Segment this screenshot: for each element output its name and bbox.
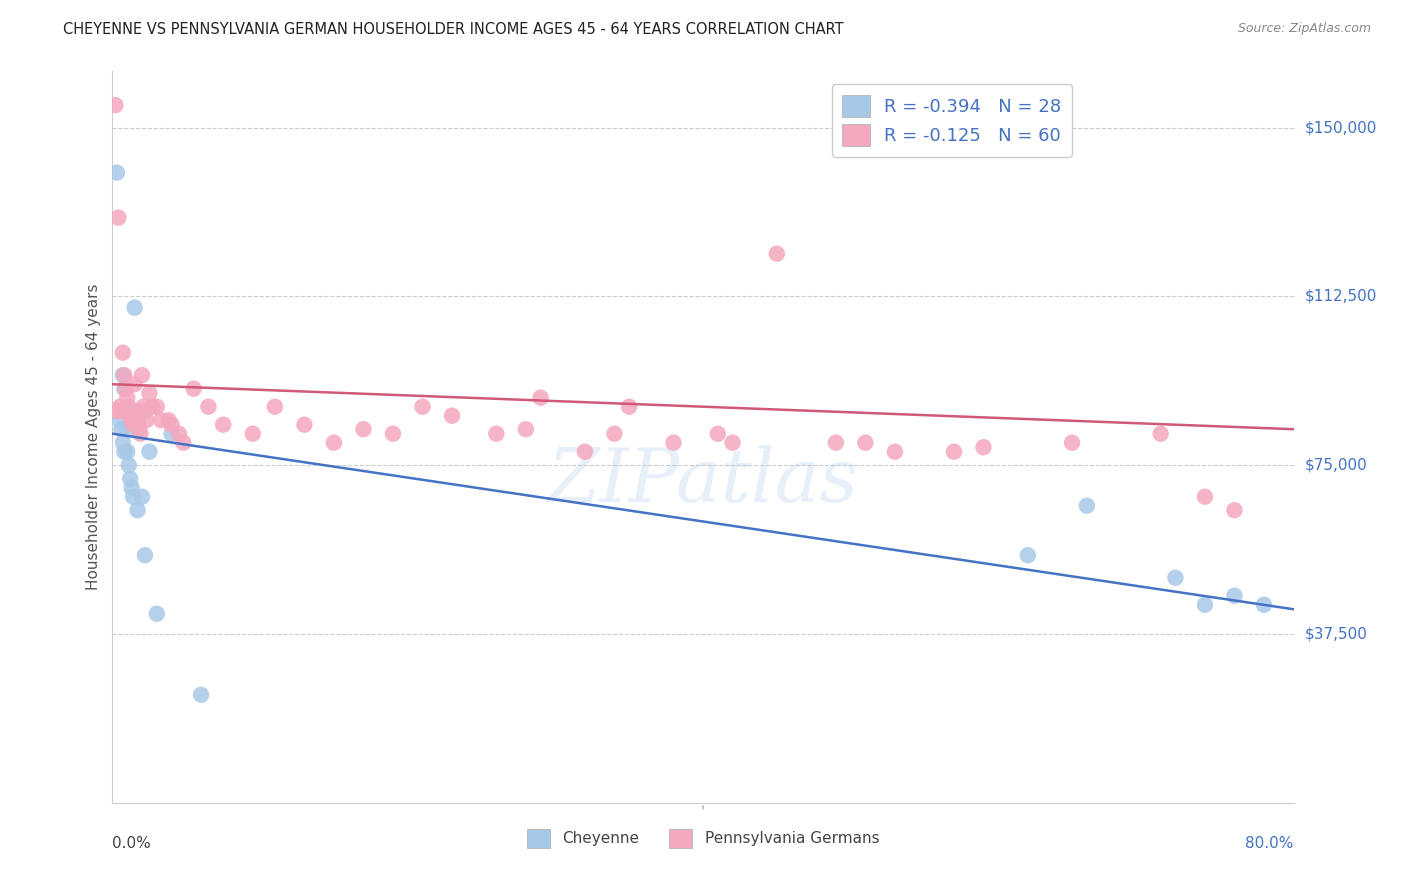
- Point: [183, 382, 205, 396]
- Point: [134, 548, 156, 562]
- Point: [110, 422, 132, 436]
- Point: [1164, 571, 1187, 585]
- Point: [112, 382, 135, 396]
- Point: [1017, 548, 1039, 562]
- Point: [108, 400, 131, 414]
- Point: [127, 503, 149, 517]
- Point: [352, 422, 374, 436]
- Legend: Cheyenne, Pennsylvania Germans: Cheyenne, Pennsylvania Germans: [520, 822, 886, 854]
- Point: [167, 426, 190, 441]
- Point: [1076, 499, 1098, 513]
- Point: [942, 444, 965, 458]
- Point: [485, 426, 508, 441]
- Point: [706, 426, 728, 441]
- Point: [824, 435, 846, 450]
- Point: [111, 345, 134, 359]
- Point: [129, 426, 152, 441]
- Point: [197, 400, 219, 414]
- Point: [135, 413, 157, 427]
- Point: [111, 435, 134, 450]
- Point: [107, 211, 129, 225]
- Point: [104, 98, 127, 112]
- Point: [118, 458, 141, 473]
- Point: [132, 400, 155, 414]
- Point: [292, 417, 315, 432]
- Point: [1062, 435, 1084, 450]
- Point: [138, 386, 160, 401]
- Point: [125, 404, 148, 418]
- Point: [1223, 503, 1246, 517]
- Point: [411, 400, 433, 414]
- Point: [105, 166, 128, 180]
- Point: [110, 404, 132, 418]
- Text: $75,000: $75,000: [1305, 458, 1368, 473]
- Point: [114, 382, 136, 396]
- Point: [122, 417, 145, 432]
- Point: [120, 472, 142, 486]
- Point: [134, 404, 156, 418]
- Point: [131, 490, 153, 504]
- Text: ZIPatlas: ZIPatlas: [547, 445, 859, 517]
- Point: [529, 391, 551, 405]
- Y-axis label: Householder Income Ages 45 - 64 years: Householder Income Ages 45 - 64 years: [86, 284, 101, 591]
- Point: [855, 435, 877, 450]
- Point: [662, 435, 685, 450]
- Point: [441, 409, 464, 423]
- Point: [1253, 598, 1275, 612]
- Point: [766, 246, 789, 260]
- Point: [1223, 589, 1246, 603]
- Point: [973, 440, 995, 454]
- Point: [124, 301, 146, 315]
- Point: [515, 422, 537, 436]
- Point: [190, 688, 212, 702]
- Point: [382, 426, 405, 441]
- Point: [121, 481, 143, 495]
- Text: Source: ZipAtlas.com: Source: ZipAtlas.com: [1237, 22, 1371, 36]
- Point: [1194, 598, 1216, 612]
- Point: [212, 417, 235, 432]
- Point: [1150, 426, 1173, 441]
- Point: [146, 607, 169, 621]
- Point: [117, 422, 138, 436]
- Point: [150, 413, 173, 427]
- Point: [574, 444, 596, 458]
- Point: [323, 435, 346, 450]
- Point: [242, 426, 264, 441]
- Point: [117, 391, 138, 405]
- Text: 0.0%: 0.0%: [112, 836, 152, 851]
- Point: [111, 368, 134, 383]
- Point: [112, 444, 135, 458]
- Point: [160, 426, 183, 441]
- Point: [1194, 490, 1216, 504]
- Point: [131, 368, 153, 383]
- Point: [124, 377, 146, 392]
- Text: CHEYENNE VS PENNSYLVANIA GERMAN HOUSEHOLDER INCOME AGES 45 - 64 YEARS CORRELATIO: CHEYENNE VS PENNSYLVANIA GERMAN HOUSEHOL…: [63, 22, 844, 37]
- Point: [172, 435, 194, 450]
- Point: [105, 404, 128, 418]
- Point: [264, 400, 287, 414]
- Point: [122, 490, 145, 504]
- Point: [138, 444, 160, 458]
- Point: [108, 413, 131, 427]
- Text: $150,000: $150,000: [1305, 120, 1376, 135]
- Text: $112,500: $112,500: [1305, 289, 1376, 304]
- Text: $37,500: $37,500: [1305, 626, 1368, 641]
- Point: [146, 400, 169, 414]
- Point: [114, 404, 136, 418]
- Point: [884, 444, 907, 458]
- Point: [160, 417, 183, 432]
- Point: [603, 426, 626, 441]
- Point: [118, 400, 141, 414]
- Point: [127, 413, 149, 427]
- Point: [157, 413, 180, 427]
- Point: [619, 400, 641, 414]
- Point: [141, 400, 163, 414]
- Text: 80.0%: 80.0%: [1246, 836, 1294, 851]
- Point: [120, 409, 142, 423]
- Point: [721, 435, 744, 450]
- Point: [128, 422, 150, 436]
- Point: [112, 368, 135, 383]
- Point: [117, 444, 138, 458]
- Point: [121, 413, 143, 427]
